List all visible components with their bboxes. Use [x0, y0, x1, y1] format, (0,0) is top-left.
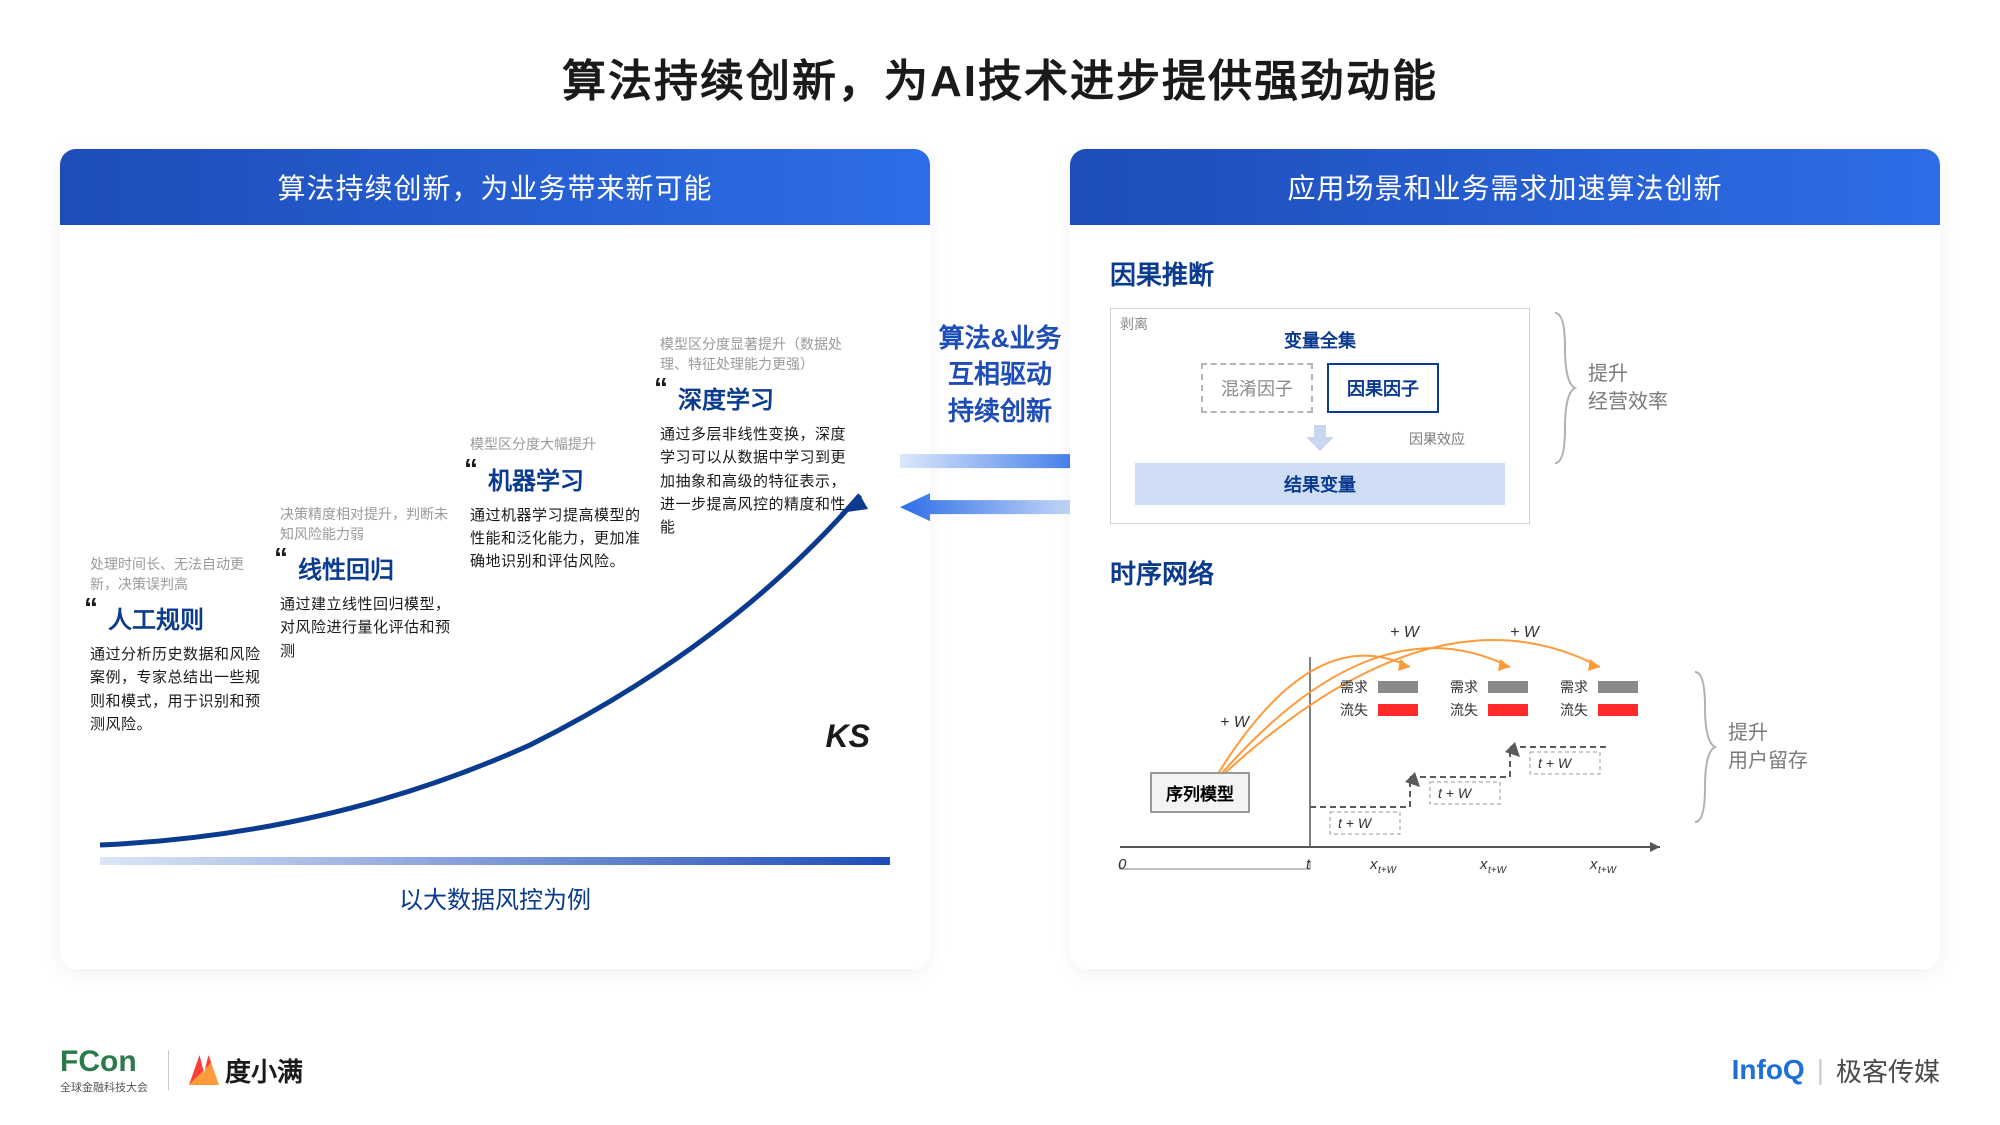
svg-text:需求: 需求 [1340, 679, 1368, 695]
left-panel-body: 处理时间长、无法自动更新，决策误判高 人工规则 通过分析历史数据和风险案例，专家… [60, 225, 930, 965]
causal-benefit: 提升经营效率 [1588, 360, 1668, 416]
footer-divider [168, 1050, 169, 1090]
footer: FCon 全球金融科技大会 度小满 InfoQ | 极客传媒 [60, 1045, 1940, 1095]
svg-text:+ W: + W [1220, 714, 1251, 731]
svg-text:t+W: t+W [1378, 865, 1398, 876]
x-axis-caption: 以大数据风控为例 [60, 880, 930, 915]
right-panel-body: 因果推断 剥离 变量全集 混淆因子 因果因子 因果效应 [1070, 225, 1940, 965]
stair-desc: 通过分析历史数据和风险案例，专家总结出一些规则和模式，用于识别和预测风险。 [90, 643, 270, 736]
stair-desc: 通过机器学习提高模型的性能和泛化能力，更加准确地识别和评估风险。 [470, 504, 650, 574]
infoq-logo: InfoQ [1732, 1054, 1805, 1086]
svg-text:流失: 流失 [1340, 702, 1368, 718]
effect-label: 因果效应 [1409, 429, 1465, 449]
svg-text:+ W: + W [1510, 624, 1541, 641]
center-text: 算法&业务 互相驱动 持续创新 [939, 320, 1062, 429]
page-title: 算法持续创新，为AI技术进步提供强劲动能 [0, 0, 2000, 109]
cause-box: 因果因子 [1327, 363, 1439, 413]
svg-text:t + W: t + W [1338, 815, 1373, 831]
causal-title: 因果推断 [1110, 255, 1900, 292]
confound-box: 混淆因子 [1201, 363, 1313, 413]
center-line: 互相驱动 [948, 359, 1052, 389]
causal-brace: 提升经营效率 [1550, 308, 1668, 468]
right-panel: 应用场景和业务需求加速算法创新 因果推断 剥离 变量全集 混淆因子 因果因子 因… [1070, 149, 1940, 969]
svg-text:t + W: t + W [1438, 785, 1473, 801]
causal-block: 剥离 变量全集 混淆因子 因果因子 因果效应 结果变量 [1110, 308, 1900, 524]
dxm-icon [189, 1055, 219, 1085]
stair-step: 模型区分度显著提升（数据处理、特征处理能力更强） 深度学习 通过多层非线性变换，… [660, 335, 860, 539]
causal-diagram: 剥离 变量全集 混淆因子 因果因子 因果效应 结果变量 [1110, 308, 1530, 524]
ts-benefit: 提升用户留存 [1728, 719, 1808, 775]
stair-note: 模型区分度显著提升（数据处理、特征处理能力更强） [660, 335, 860, 374]
dxm-logo: 度小满 [189, 1052, 303, 1089]
stair-desc: 通过多层非线性变换，深度学习可以从数据中学习到更加抽象和高级的特征表示，进一步提… [660, 423, 860, 539]
ts-diagram: 需求 流失 需求 流失 需求 流失 + W + W + W [1110, 607, 1670, 887]
svg-text:t+W: t+W [1598, 865, 1618, 876]
ts-block: 需求 流失 需求 流失 需求 流失 + W + W + W [1110, 607, 1900, 887]
ts-brace: 提升用户留存 [1690, 667, 1808, 827]
svg-text:x: x [1589, 856, 1598, 873]
center-column: 算法&业务 互相驱动 持续创新 [930, 170, 1070, 521]
svg-text:需求: 需求 [1450, 679, 1478, 695]
result-box: 结果变量 [1135, 463, 1505, 505]
left-panel: 算法持续创新，为业务带来新可能 处理时间长、无法自动更新，决策误判高 人工规则 … [60, 149, 930, 969]
svg-text:x: x [1479, 856, 1488, 873]
stair-title: 线性回归 [280, 550, 460, 585]
down-arrow: 因果效应 [1135, 425, 1505, 455]
geek-logo: 极客传媒 [1836, 1052, 1940, 1089]
center-line: 持续创新 [948, 396, 1052, 426]
svg-text:流失: 流失 [1450, 702, 1478, 718]
ks-label: KS [826, 718, 870, 755]
svg-text:流失: 流失 [1560, 702, 1588, 718]
stair-note: 处理时间长、无法自动更新，决策误判高 [90, 555, 270, 594]
svg-text:0: 0 [1118, 856, 1127, 873]
center-line: 算法&业务 [939, 323, 1062, 353]
fcon-logo: FCon 全球金融科技大会 [60, 1045, 148, 1095]
stair-step: 决策精度相对提升，判断未知风险能力弱 线性回归 通过建立线性回归模型，对风险进行… [280, 505, 460, 663]
stair-desc: 通过建立线性回归模型，对风险进行量化评估和预测 [280, 593, 460, 663]
stair-title: 人工规则 [90, 600, 270, 635]
svg-text:t+W: t+W [1488, 865, 1508, 876]
stair-title: 深度学习 [660, 380, 860, 415]
stair-note: 决策精度相对提升，判断未知风险能力弱 [280, 505, 460, 544]
universe-label: 变量全集 [1135, 327, 1505, 353]
footer-left: FCon 全球金融科技大会 度小满 [60, 1045, 303, 1095]
right-panel-header: 应用场景和业务需求加速算法创新 [1070, 149, 1940, 225]
svg-text:t + W: t + W [1538, 755, 1573, 771]
svg-text:需求: 需求 [1560, 679, 1588, 695]
ts-title: 时序网络 [1110, 554, 1900, 591]
svg-text:x: x [1369, 856, 1378, 873]
content-row: 算法持续创新，为业务带来新可能 处理时间长、无法自动更新，决策误判高 人工规则 … [0, 109, 2000, 969]
left-panel-header: 算法持续创新，为业务带来新可能 [60, 149, 930, 225]
seq-model-box: 序列模型 [1150, 772, 1250, 813]
svg-text:+ W: + W [1390, 624, 1421, 641]
stair-step: 处理时间长、无法自动更新，决策误判高 人工规则 通过分析历史数据和风险案例，专家… [90, 555, 270, 736]
stair-note: 模型区分度大幅提升 [470, 435, 650, 455]
stair-step: 模型区分度大幅提升 机器学习 通过机器学习提高模型的性能和泛化能力，更加准确地识… [470, 435, 650, 573]
stair-title: 机器学习 [470, 461, 650, 496]
footer-right: InfoQ | 极客传媒 [1732, 1052, 1940, 1089]
footer-sep: | [1817, 1054, 1824, 1086]
split-label: 剥离 [1120, 314, 1148, 334]
x-axis-gradient [100, 857, 890, 865]
